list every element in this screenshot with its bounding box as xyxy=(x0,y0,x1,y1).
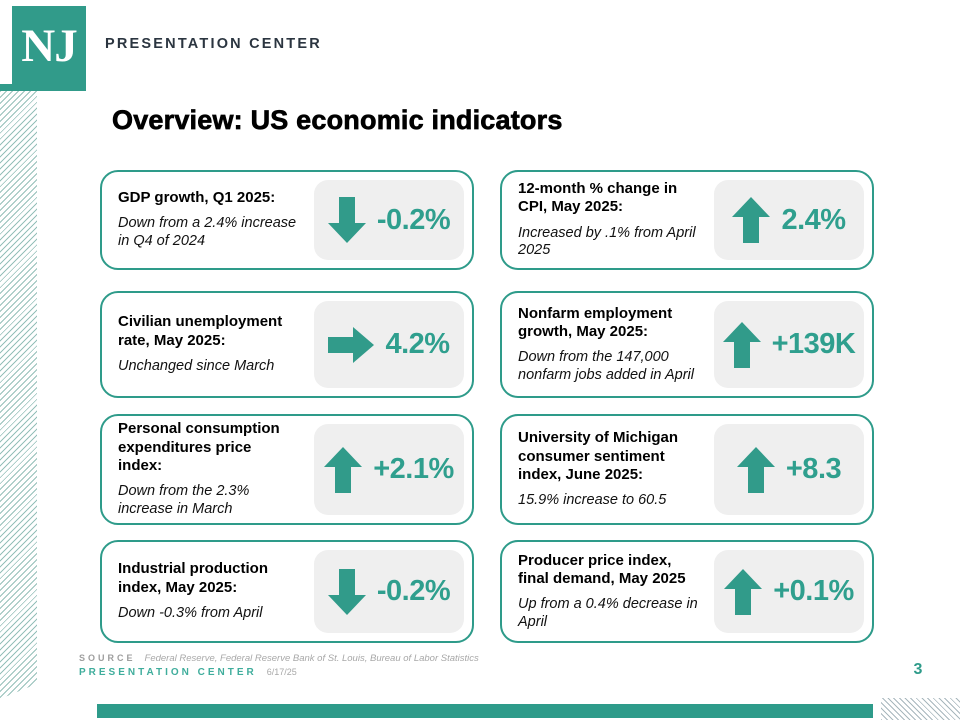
footer-brand-label: PRESENTATION CENTER xyxy=(79,667,257,678)
footer-accent-bar xyxy=(97,704,873,718)
indicator-description: Down from the 2.3% increase in March xyxy=(118,483,250,517)
indicator-title: 12-month % change in CPI, May 2025: xyxy=(518,180,678,216)
indicator-value: +139K xyxy=(771,328,856,360)
indicator-value: +2.1% xyxy=(373,453,454,485)
indicator-value-box: -0.2% xyxy=(314,550,464,633)
up-arrow-icon xyxy=(724,568,763,615)
indicator-text: Personal consumption expenditures price … xyxy=(118,420,320,518)
indicator-description: Down from the 147,000 nonfarm jobs added… xyxy=(518,349,694,383)
indicator-title: Personal consumption expenditures price … xyxy=(118,420,280,474)
indicator-value: +8.3 xyxy=(785,453,842,485)
indicator-value-box: 2.4% xyxy=(714,180,864,260)
indicator-value: -0.2% xyxy=(376,203,451,236)
left-hatch-pattern xyxy=(0,91,37,699)
indicator-description: Unchanged since March xyxy=(118,357,275,374)
indicator-value-box: +2.1% xyxy=(314,424,464,515)
indicator-text: Nonfarm employment growth, May 2025: Dow… xyxy=(518,305,720,385)
nj-logo: NJ xyxy=(12,6,86,85)
up-arrow-icon xyxy=(732,197,771,243)
indicator-description: 15.9% increase to 60.5 xyxy=(518,492,667,509)
indicator-title: Producer price index, final demand, May … xyxy=(518,551,686,587)
source-label: SOURCE xyxy=(79,653,136,663)
indicator-title: GDP growth, Q1 2025: xyxy=(118,189,276,207)
indicator-card: Industrial production index, May 2025: D… xyxy=(100,540,474,643)
down-arrow-icon xyxy=(327,197,366,243)
indicator-text: Civilian unemployment rate, May 2025: Un… xyxy=(118,313,320,375)
indicator-card: Nonfarm employment growth, May 2025: Dow… xyxy=(500,291,874,398)
source-line: SOURCE Federal Reserve, Federal Reserve … xyxy=(79,653,479,664)
indicator-value: 2.4% xyxy=(781,203,846,236)
indicator-card: 12-month % change in CPI, May 2025: Incr… xyxy=(500,170,874,270)
indicator-text: Producer price index, final demand, May … xyxy=(518,552,720,632)
indicator-title: University of Michigan consumer sentimen… xyxy=(518,429,679,483)
indicator-value: 4.2% xyxy=(385,328,450,360)
indicator-text: 12-month % change in CPI, May 2025: Incr… xyxy=(518,180,720,260)
indicator-value-box: 4.2% xyxy=(314,301,464,388)
indicator-description: Up from a 0.4% decrease in April xyxy=(518,596,698,630)
up-arrow-icon xyxy=(722,321,761,368)
indicator-value-box: +139K xyxy=(714,301,864,388)
footer-brand-line: PRESENTATION CENTER 6/17/25 xyxy=(79,667,297,678)
indicator-title: Nonfarm employment growth, May 2025: xyxy=(518,304,673,340)
footer-date: 6/17/25 xyxy=(266,667,297,677)
indicator-card: Producer price index, final demand, May … xyxy=(500,540,874,643)
indicator-text: University of Michigan consumer sentimen… xyxy=(518,429,720,510)
indicator-card: GDP growth, Q1 2025: Down from a 2.4% in… xyxy=(100,170,474,270)
page-title: Overview: US economic indicators xyxy=(112,105,563,136)
indicator-value: -0.2% xyxy=(376,575,451,607)
indicator-value-box: +0.1% xyxy=(714,550,864,633)
indicator-value-box: +8.3 xyxy=(714,424,864,515)
indicator-value: +0.1% xyxy=(773,575,854,607)
indicator-title: Industrial production index, May 2025: xyxy=(118,560,268,596)
indicator-description: Down from a 2.4% increase in Q4 of 2024 xyxy=(118,215,297,250)
indicator-description: Down -0.3% from April xyxy=(118,604,263,621)
logo-ledge-accent xyxy=(0,84,86,91)
source-text: Federal Reserve, Federal Reserve Bank of… xyxy=(144,653,479,664)
corner-hatch-pattern xyxy=(881,698,960,720)
indicator-text: GDP growth, Q1 2025: Down from a 2.4% in… xyxy=(118,189,320,251)
indicator-description: Increased by .1% from April 2025 xyxy=(518,224,696,259)
down-arrow-icon xyxy=(327,568,366,615)
page-number: 3 xyxy=(913,661,923,678)
indicator-card: Civilian unemployment rate, May 2025: Un… xyxy=(100,291,474,398)
indicator-card: University of Michigan consumer sentimen… xyxy=(500,414,874,525)
up-arrow-icon xyxy=(324,446,363,493)
indicator-card: Personal consumption expenditures price … xyxy=(100,414,474,525)
up-arrow-icon xyxy=(736,446,775,493)
indicator-text: Industrial production index, May 2025: D… xyxy=(118,560,320,622)
header-brand-title: PRESENTATION CENTER xyxy=(105,36,322,52)
indicator-value-box: -0.2% xyxy=(314,180,464,260)
indicator-title: Civilian unemployment rate, May 2025: xyxy=(118,313,283,349)
nj-logo-text: NJ xyxy=(21,19,77,72)
right-arrow-icon xyxy=(328,326,375,363)
